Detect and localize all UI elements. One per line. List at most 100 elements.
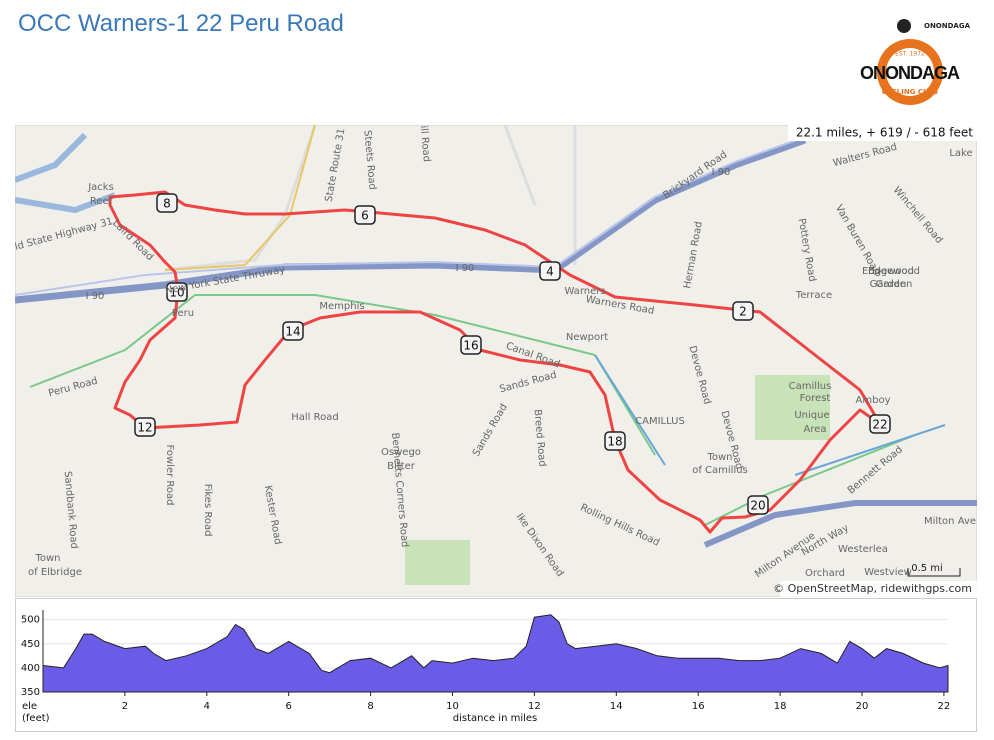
map-label: Hall Road <box>291 412 338 423</box>
mile-marker: 18 <box>607 435 622 449</box>
mile-marker-box <box>869 414 891 434</box>
map-label: Terrace <box>795 290 832 301</box>
map-label: Hill Road <box>417 125 432 163</box>
map-label: Steets Road <box>361 130 377 191</box>
mile-marker-box <box>539 261 561 281</box>
x-tick-label: 12 <box>528 701 541 712</box>
map-label: Garden <box>870 279 907 290</box>
map-label: Oswego <box>381 447 421 458</box>
logo-hub <box>886 48 934 96</box>
route-title: OCC Warners-1 22 Peru Road <box>18 10 344 37</box>
map-label: Orchard <box>805 568 845 579</box>
mile-marker: 4 <box>546 265 554 279</box>
y-axis-label: ele <box>22 701 37 712</box>
x-tick-label: 18 <box>774 701 787 712</box>
mile-marker-box <box>156 193 178 213</box>
summary-box <box>788 125 977 141</box>
map-label: Amboy <box>856 395 891 406</box>
map-label: Edgewood <box>862 266 914 277</box>
map-label: Memphis <box>319 301 364 312</box>
y-tick-label: 400 <box>21 663 40 674</box>
mile-marker-box <box>134 417 156 437</box>
park-area <box>405 540 470 585</box>
y-tick-label: 450 <box>21 639 40 650</box>
x-tick-label: 10 <box>446 701 459 712</box>
elevation-chart: ele (feet) distance in miles 350 400 450 50… <box>15 598 977 732</box>
map-label: I 90 <box>86 291 105 302</box>
map-label: Westerlea <box>838 544 888 555</box>
attribution: © OpenStreetMap, ridewithgps.com <box>773 582 972 595</box>
mile-marker: 6 <box>361 209 369 223</box>
route-line <box>108 190 882 534</box>
logo-rider <box>897 19 911 33</box>
map-label: Newport <box>566 332 608 343</box>
map-label: Bitter <box>387 461 416 472</box>
mile-marker-box <box>460 335 482 355</box>
mile-marker: 8 <box>163 197 171 211</box>
x-tick-label: 4 <box>204 701 210 712</box>
x-axis-label: distance in miles <box>453 713 538 724</box>
x-tick-label: 16 <box>692 701 705 712</box>
state-route <box>164 125 316 271</box>
map-label: Fikes Road <box>202 484 213 537</box>
map-label: Lake <box>949 148 972 159</box>
logo-top: ONONDAGA <box>924 22 971 30</box>
logo-est: EST. 1972 <box>895 51 925 58</box>
mile-marker: 10 <box>169 286 184 300</box>
x-tick-label: 2 <box>122 701 128 712</box>
interstate <box>15 136 807 304</box>
route-summary: 22.1 miles, + 619 / - 618 feet <box>796 126 973 140</box>
map-label: of Elbridge <box>28 567 82 578</box>
map-label: Area <box>803 424 826 435</box>
mile-marker: 12 <box>137 421 152 435</box>
map-label: Breed Road <box>532 409 548 467</box>
waterway <box>594 354 946 476</box>
mile-marker: 16 <box>463 339 478 353</box>
y-tick-label: 500 <box>21 615 40 626</box>
map-label: I 90 <box>456 263 475 274</box>
mile-marker: 2 <box>739 305 747 319</box>
map-label: Unique <box>794 410 829 421</box>
map-label: Reef <box>90 196 113 207</box>
map-label: Town <box>706 452 732 463</box>
interstate-south <box>703 500 977 548</box>
mile-marker-box <box>166 282 188 302</box>
map-label: Peru <box>172 308 194 319</box>
map-label: of Camillus <box>692 465 748 476</box>
map-label: Fowler Road <box>164 444 175 505</box>
mile-marker: 20 <box>750 499 765 513</box>
scale-bar <box>907 568 961 577</box>
mile-marker: 22 <box>872 418 887 432</box>
map-label: Garden <box>876 279 913 290</box>
x-tick-label: 22 <box>938 701 951 712</box>
map-label: Edgewood <box>868 266 920 277</box>
y-tick-label: 350 <box>21 687 40 698</box>
x-tick-label: 20 <box>856 701 869 712</box>
mile-marker-box <box>747 495 769 515</box>
mile-markers: 2 4 6 8 10 12 14 16 18 20 22 <box>134 193 891 515</box>
y-axis-unit: (feet) <box>22 713 50 724</box>
interstate-lane <box>15 136 806 296</box>
mile-marker-box <box>604 431 626 451</box>
river <box>15 132 117 214</box>
route-map: 2 4 6 8 10 12 14 16 18 20 22 Jacks Reef Peru Memphis N… <box>15 125 977 597</box>
map-label: Warners <box>564 286 605 297</box>
mile-marker-box <box>732 301 754 321</box>
map-label: Jacks <box>87 182 114 193</box>
x-tick-label: 6 <box>286 701 292 712</box>
scale-label: 0.5 mi <box>911 563 943 574</box>
x-tick-label: 14 <box>610 701 623 712</box>
map-label: Camillus <box>789 381 832 392</box>
map-label: Town <box>34 553 60 564</box>
map-label: I 90 <box>712 167 731 178</box>
mile-marker: 14 <box>285 325 300 339</box>
elevation-area <box>42 614 949 693</box>
club-logo: ONONDAGA EST. 1972 ONONDAGA CYCLING CLUB <box>860 19 971 105</box>
forest-area <box>755 375 830 440</box>
mile-marker-box <box>354 205 376 225</box>
mile-marker-box <box>282 321 304 341</box>
map-label: Westview <box>864 567 912 578</box>
map-label: Milton Ave <box>924 516 976 527</box>
map-label: CAMILLUS <box>635 416 685 427</box>
